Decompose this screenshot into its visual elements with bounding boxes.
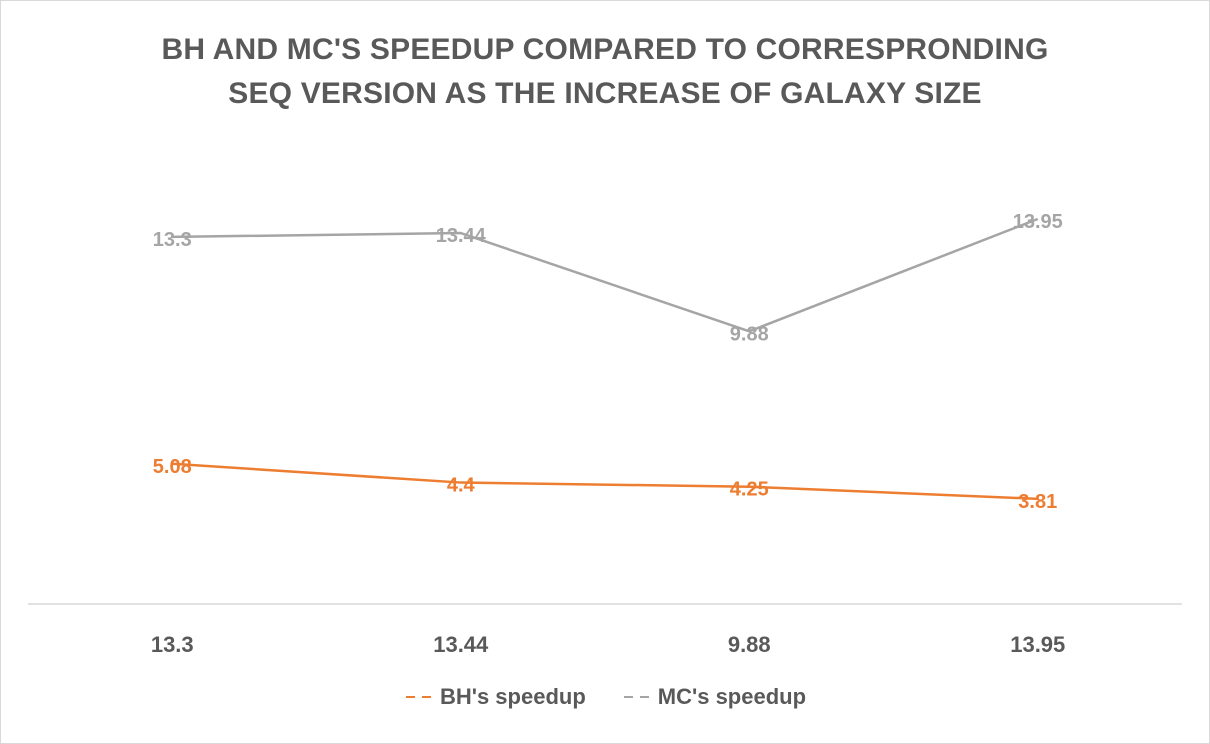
chart-title-line-1: BH AND MC'S SPEEDUP COMPARED TO CORRESPR… [161,33,1049,66]
data-label: 4.4 [447,475,476,497]
data-label: 4.25 [730,479,769,501]
legend-label: MC's speedup [657,684,807,709]
series-group: 5.08 4.4 4.25 3.81 [153,456,1057,513]
x-tick-label: 13.95 [1010,632,1065,657]
series-group: 13.3 13.44 9.88 13.95 [153,211,1063,345]
data-label: 5.08 [153,456,192,478]
x-tick-label: 9.88 [728,632,771,657]
x-tick-label: 13.3 [151,632,194,657]
legend-line-icon [622,696,652,698]
legend: BH's speedup MC's speedup [0,684,1210,710]
legend-item: BH's speedup [404,684,586,710]
data-label: 13.3 [153,229,192,251]
data-label: 3.81 [1018,491,1057,513]
data-label: 13.95 [1013,211,1063,233]
chart-title: BH AND MC'S SPEEDUP COMPARED TO CORRESPR… [0,28,1210,116]
series-line [172,462,1038,501]
data-label: 9.88 [730,323,769,345]
series-layer: 5.08 4.4 4.25 3.81 13.3 13.44 9.88 13.95 [153,211,1063,513]
x-tick-label: 13.44 [433,632,489,657]
legend-line-icon [404,696,434,698]
legend-label: BH's speedup [439,684,586,709]
legend-item: MC's speedup [622,684,806,710]
x-tick-labels: 13.3 13.44 9.88 13.95 [151,632,1065,657]
chart-title-line-2: SEQ VERSION AS THE INCREASE OF GALAXY SI… [228,77,982,110]
series-line [172,217,1039,333]
data-label: 13.44 [436,225,487,247]
